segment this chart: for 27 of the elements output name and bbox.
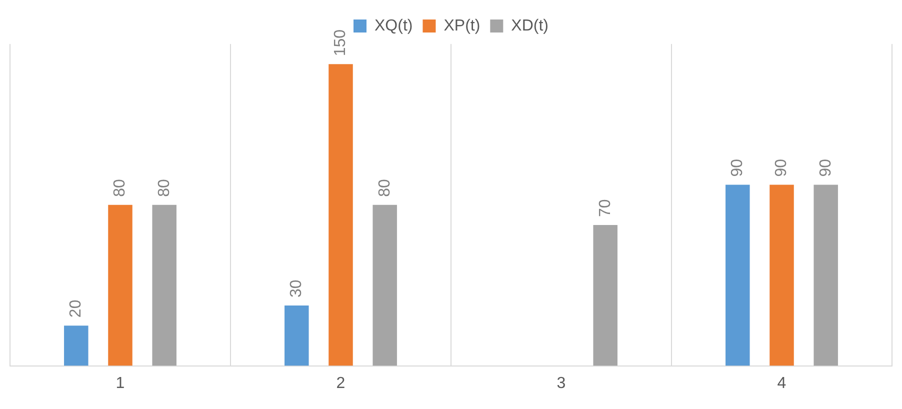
data-label: 20	[68, 300, 85, 318]
bar	[814, 184, 838, 366]
data-label: 90	[773, 158, 790, 177]
bar	[593, 225, 618, 366]
bar	[372, 204, 397, 366]
legend-label: XD(t)	[511, 17, 548, 34]
bar	[152, 204, 176, 366]
bar	[108, 204, 132, 366]
x-tick-label: 3	[556, 374, 566, 392]
x-tick-label: 2	[336, 374, 346, 392]
bar	[64, 326, 88, 366]
data-label: 80	[156, 179, 173, 197]
data-label: 90	[729, 158, 746, 177]
bar	[726, 184, 750, 366]
x-tick-label: 1	[116, 374, 125, 392]
bar	[328, 64, 353, 366]
legend-label: XP(t)	[444, 17, 480, 34]
data-label: 70	[596, 199, 614, 218]
data-label: 80	[112, 179, 129, 197]
bar	[770, 184, 794, 366]
data-label: 80	[376, 179, 394, 197]
x-tick-label: 4	[777, 374, 786, 392]
bar	[284, 305, 309, 366]
data-label: 90	[817, 158, 834, 177]
data-label: 150	[332, 29, 350, 56]
data-label: 30	[288, 280, 306, 298]
legend-label: XQ(t)	[374, 17, 413, 34]
